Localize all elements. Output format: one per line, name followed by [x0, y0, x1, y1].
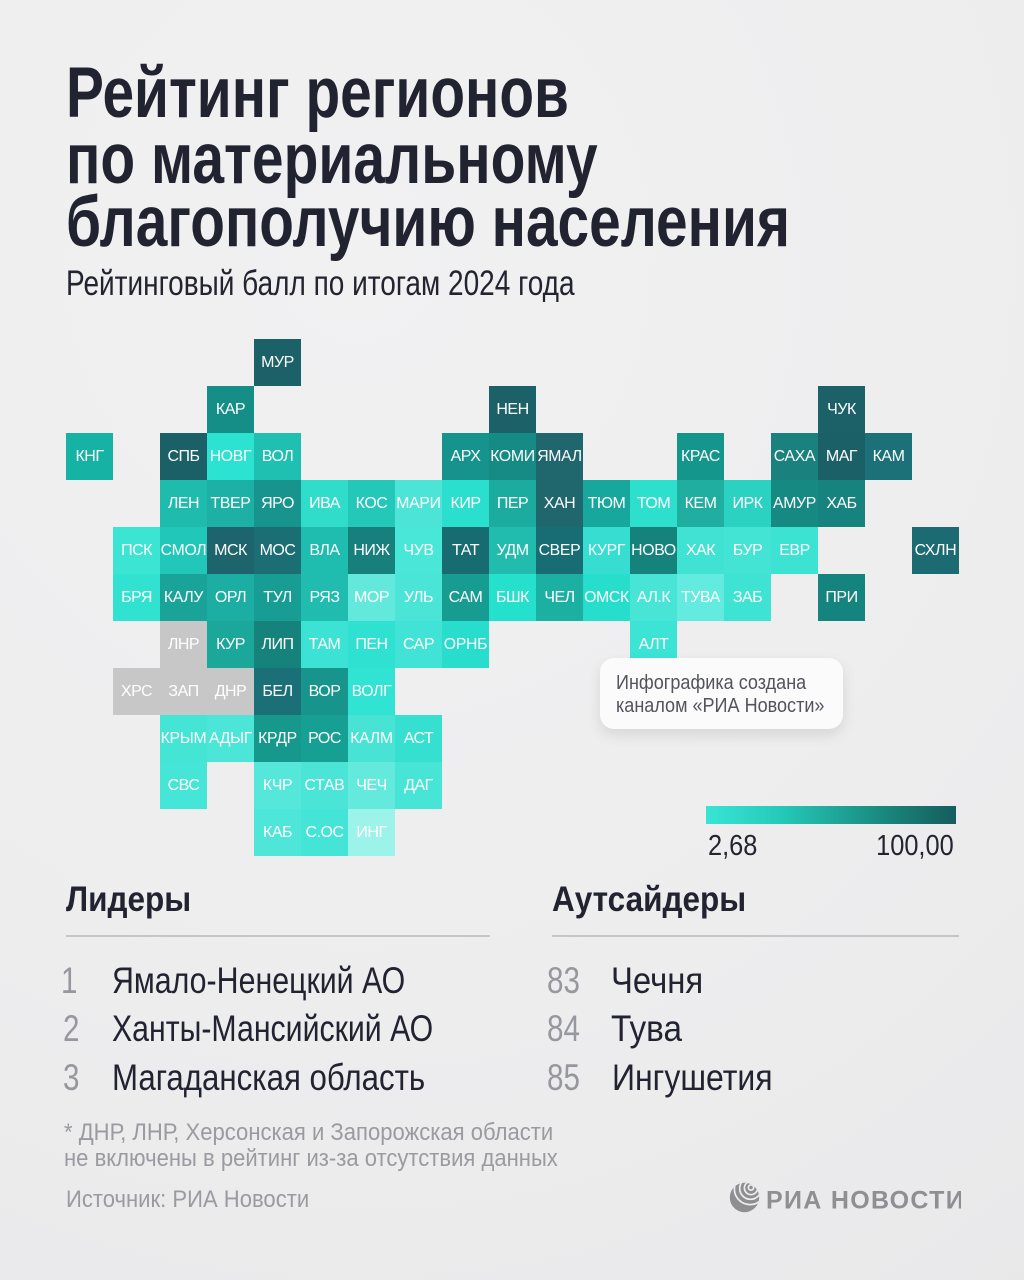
svg-text:РИА НОВОСТИ: РИА НОВОСТИ [766, 1187, 961, 1215]
